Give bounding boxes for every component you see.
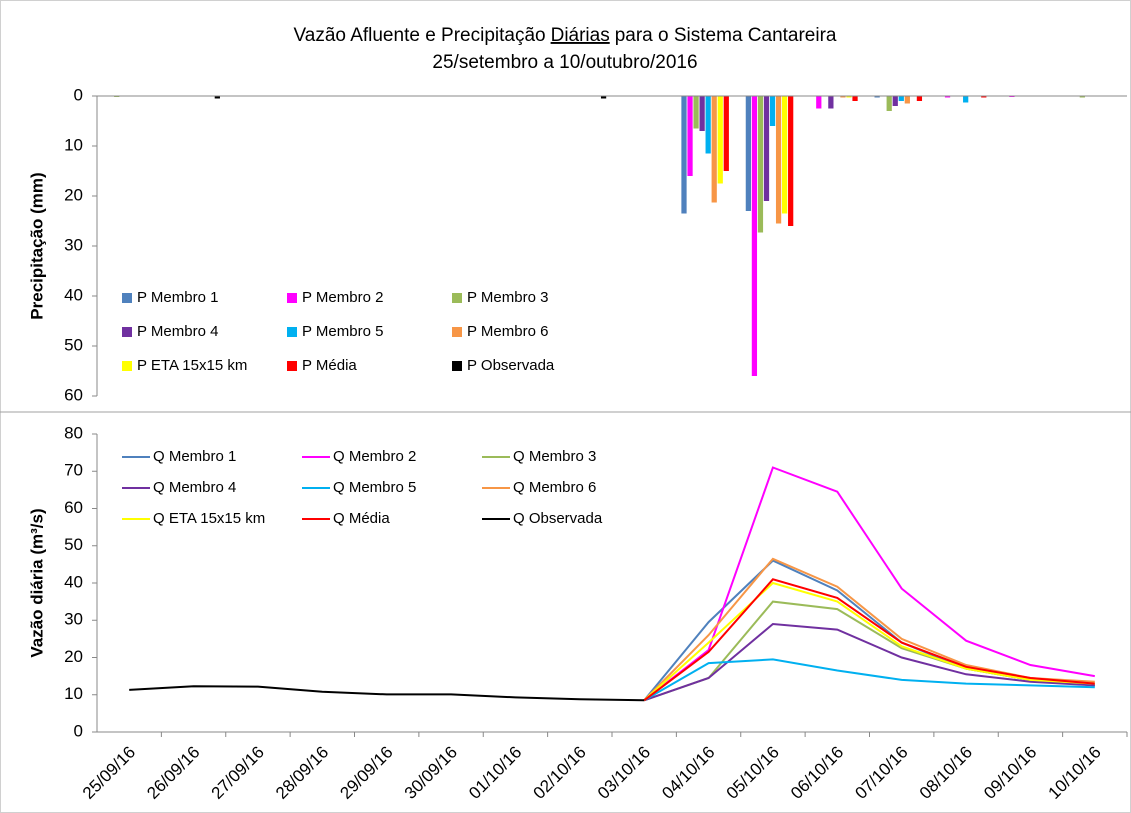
legend-swatch	[452, 361, 462, 371]
legend-swatch	[452, 293, 462, 303]
bar	[757, 96, 764, 233]
legend-label: P ETA 15x15 km	[137, 357, 247, 374]
legend-swatch	[122, 361, 132, 371]
y-tick-label: 40	[64, 572, 83, 591]
y-tick-label: 20	[64, 185, 83, 204]
legend-swatch	[122, 293, 132, 303]
title-part: Vazão Afluente e Precipitação	[294, 25, 546, 46]
bar	[745, 96, 751, 211]
bar	[681, 96, 687, 214]
y-tick-label: 40	[64, 285, 83, 304]
bar	[886, 96, 892, 111]
y-tick-label: 0	[74, 85, 83, 104]
legend-label: Q ETA 15x15 km	[153, 510, 265, 527]
line-series	[129, 685, 645, 702]
bar	[981, 96, 987, 98]
legend-swatch	[287, 361, 297, 371]
bar	[705, 96, 711, 154]
legend-label: Q Membro 3	[513, 448, 596, 465]
bar	[944, 96, 951, 98]
bar	[699, 96, 705, 131]
bar	[828, 96, 834, 109]
title-part: para o Sistema Cantareira	[615, 25, 837, 46]
y-axis-label: Vazão diária (m³/s)	[27, 508, 46, 657]
legend-swatch	[287, 327, 297, 337]
bar	[846, 96, 852, 98]
legend-label: Q Média	[333, 510, 390, 527]
legend-label: Q Membro 6	[513, 479, 596, 496]
bar	[816, 96, 822, 109]
y-tick-label: 10	[64, 684, 83, 703]
bar	[788, 96, 794, 226]
bar	[214, 96, 220, 99]
legend-swatch	[287, 293, 297, 303]
legend-label: P Membro 5	[302, 323, 383, 340]
legend-box	[112, 277, 617, 383]
line-series	[643, 622, 1095, 702]
y-tick-label: 60	[64, 498, 83, 517]
y-tick-label: 50	[64, 335, 83, 354]
bar	[1079, 96, 1085, 98]
title-part: Diárias	[551, 25, 610, 46]
bar	[687, 96, 693, 176]
bar	[763, 96, 770, 201]
line-series	[643, 578, 1095, 702]
y-tick-label: 30	[64, 610, 83, 629]
legend-swatch	[452, 327, 462, 337]
bar	[963, 96, 969, 103]
bar	[723, 96, 729, 171]
legend-label: P Membro 1	[137, 289, 218, 306]
line-series	[643, 581, 1095, 702]
bar	[782, 96, 788, 214]
legend-label: Q Observada	[513, 510, 603, 527]
y-axis-label: Precipitação (mm)	[27, 172, 46, 319]
y-tick-label: 10	[64, 135, 83, 154]
bar	[769, 96, 776, 126]
y-tick-label: 0	[74, 721, 83, 740]
bar	[751, 96, 758, 376]
legend-label: P Membro 6	[467, 323, 548, 340]
legend-label: P Média	[302, 357, 357, 374]
chart-title: Vazão Afluente e Precipitação Diárias para…	[294, 25, 837, 46]
y-tick-label: 60	[64, 385, 83, 404]
legend-label: P Membro 2	[302, 289, 383, 306]
legend-label: P Observada	[467, 357, 555, 374]
chart-subtitle: 25/setembro a 10/outubro/2016	[432, 52, 697, 73]
bar	[693, 96, 699, 129]
bar	[852, 96, 858, 101]
bar	[892, 96, 898, 106]
line-series	[643, 466, 1095, 702]
bar	[600, 96, 607, 99]
bar	[898, 96, 904, 101]
y-tick-label: 80	[64, 423, 83, 442]
bar	[874, 96, 880, 98]
bar	[711, 96, 717, 203]
bar	[775, 96, 782, 224]
y-tick-label: 70	[64, 461, 83, 480]
bar	[904, 96, 910, 104]
line-series	[643, 658, 1095, 702]
y-tick-label: 30	[64, 235, 83, 254]
legend-box	[120, 437, 670, 535]
legend-label: Q Membro 4	[153, 479, 236, 496]
bar	[916, 96, 923, 101]
y-tick-label: 20	[64, 647, 83, 666]
legend-label: P Membro 3	[467, 289, 548, 306]
bar	[840, 96, 846, 98]
legend-label: P Membro 4	[137, 323, 218, 340]
legend-label: Q Membro 2	[333, 448, 416, 465]
y-tick-label: 50	[64, 535, 83, 554]
bar	[717, 96, 723, 184]
legend-swatch	[122, 327, 132, 337]
legend-label: Q Membro 5	[333, 479, 416, 496]
legend-label: Q Membro 1	[153, 448, 236, 465]
